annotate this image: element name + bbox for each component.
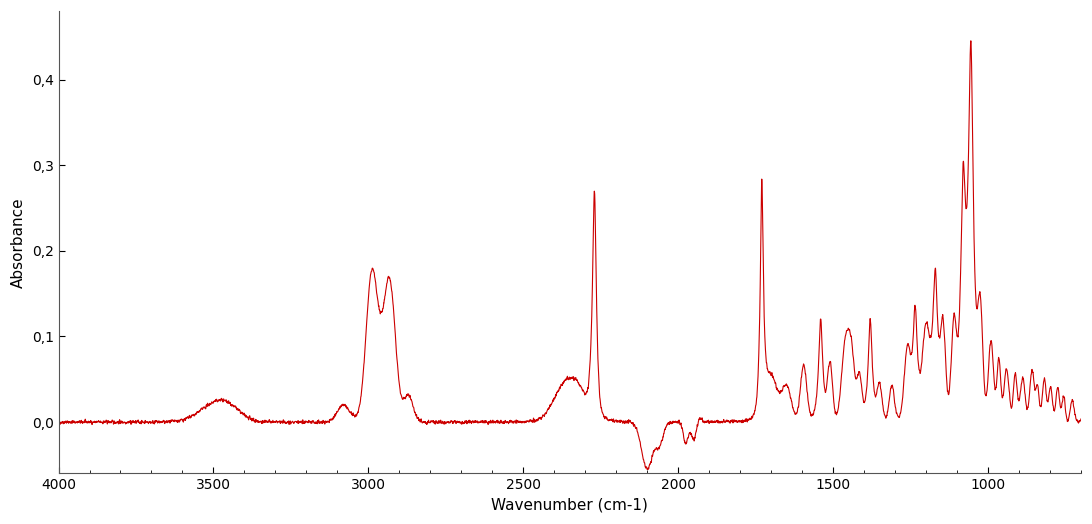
X-axis label: Wavenumber (cm-1): Wavenumber (cm-1) bbox=[491, 498, 649, 513]
Y-axis label: Absorbance: Absorbance bbox=[11, 197, 26, 288]
